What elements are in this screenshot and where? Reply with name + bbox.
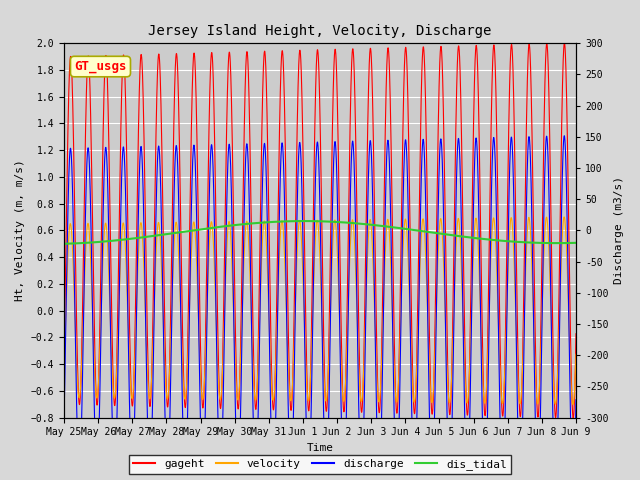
Legend: gageht, velocity, discharge, dis_tidal: gageht, velocity, discharge, dis_tidal: [129, 455, 511, 474]
Y-axis label: Discharge (m3/s): Discharge (m3/s): [614, 176, 624, 284]
Title: Jersey Island Height, Velocity, Discharge: Jersey Island Height, Velocity, Discharg…: [148, 24, 492, 38]
Y-axis label: Ht, Velocity (m, m/s): Ht, Velocity (m, m/s): [15, 159, 25, 301]
Text: GT_usgs: GT_usgs: [74, 60, 127, 73]
X-axis label: Time: Time: [307, 443, 333, 453]
